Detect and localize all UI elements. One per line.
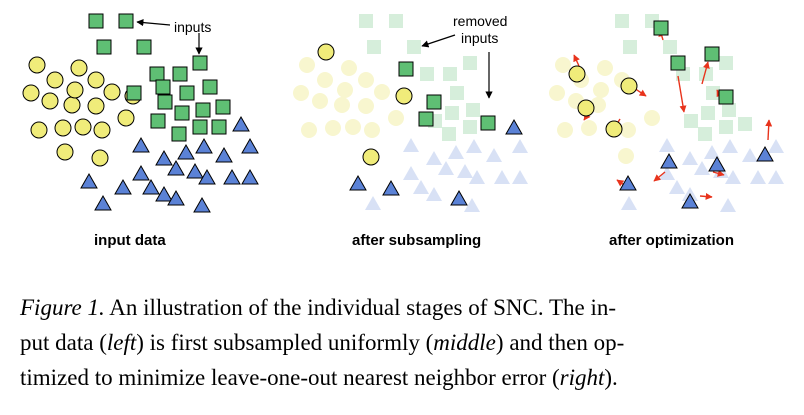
figure-illustration: [22, 13, 784, 213]
caption-line-1: Figure 1. An illustration of the individ…: [20, 290, 784, 325]
caption-text: ) is first subsampled uniformly (: [136, 330, 434, 355]
optimization-arrows: [573, 29, 773, 200]
caption-emphasis-left: left: [106, 330, 137, 355]
panel-after-optimization: [549, 14, 784, 212]
triangle-class-points: [80, 115, 259, 213]
subsampled-circle-points: [317, 43, 413, 166]
panel-label-after-optimization: after optimization: [609, 232, 735, 249]
caption-figure-label: Figure 1.: [20, 295, 105, 320]
caption-emphasis-middle: middle: [433, 330, 496, 355]
optimized-circle-points: [568, 65, 638, 138]
caption-text: An illustration of the individual stages…: [104, 295, 617, 320]
optimized-triangle-points: [619, 145, 774, 209]
caption-text: put data (: [20, 330, 107, 355]
annotation-removed-line2: inputs: [461, 30, 499, 46]
annotation-arrow-removed: [421, 34, 456, 48]
faded-square-points-right: [615, 14, 752, 141]
optimized-square-points: [653, 20, 734, 105]
faded-circle-points: [293, 57, 404, 138]
annotation-arrow-inputs: [136, 19, 171, 27]
annotation-removed-line1: removed: [453, 13, 508, 29]
panel-label-after-subsampling: after subsampling: [352, 232, 482, 249]
subsampled-triangle-points: [349, 118, 523, 206]
caption-emphasis-right: right: [559, 365, 605, 390]
faded-square-points: [359, 14, 480, 141]
faded-triangle-points-right: [621, 138, 784, 212]
circle-class-points: [22, 56, 142, 167]
annotation-inputs: inputs: [174, 19, 212, 35]
caption-text: ) and then op-: [495, 330, 625, 355]
figure-caption: Figure 1. An illustration of the individ…: [20, 290, 784, 395]
faded-circle-points-right: [549, 57, 660, 164]
caption-text: ).: [604, 365, 618, 390]
faded-triangle-points: [365, 138, 528, 212]
caption-line-2: put data (left) is first subsampled unif…: [20, 325, 784, 360]
subsampled-square-points: [398, 61, 496, 131]
panel-label-input-data: input data: [94, 232, 166, 249]
caption-text: timized to minimize leave-one-out neares…: [20, 365, 560, 390]
panel-input-data: [22, 13, 259, 213]
caption-line-3: timized to minimize leave-one-out neares…: [20, 360, 784, 395]
square-class-points: [88, 13, 231, 142]
panel-after-subsampling: [293, 14, 528, 212]
